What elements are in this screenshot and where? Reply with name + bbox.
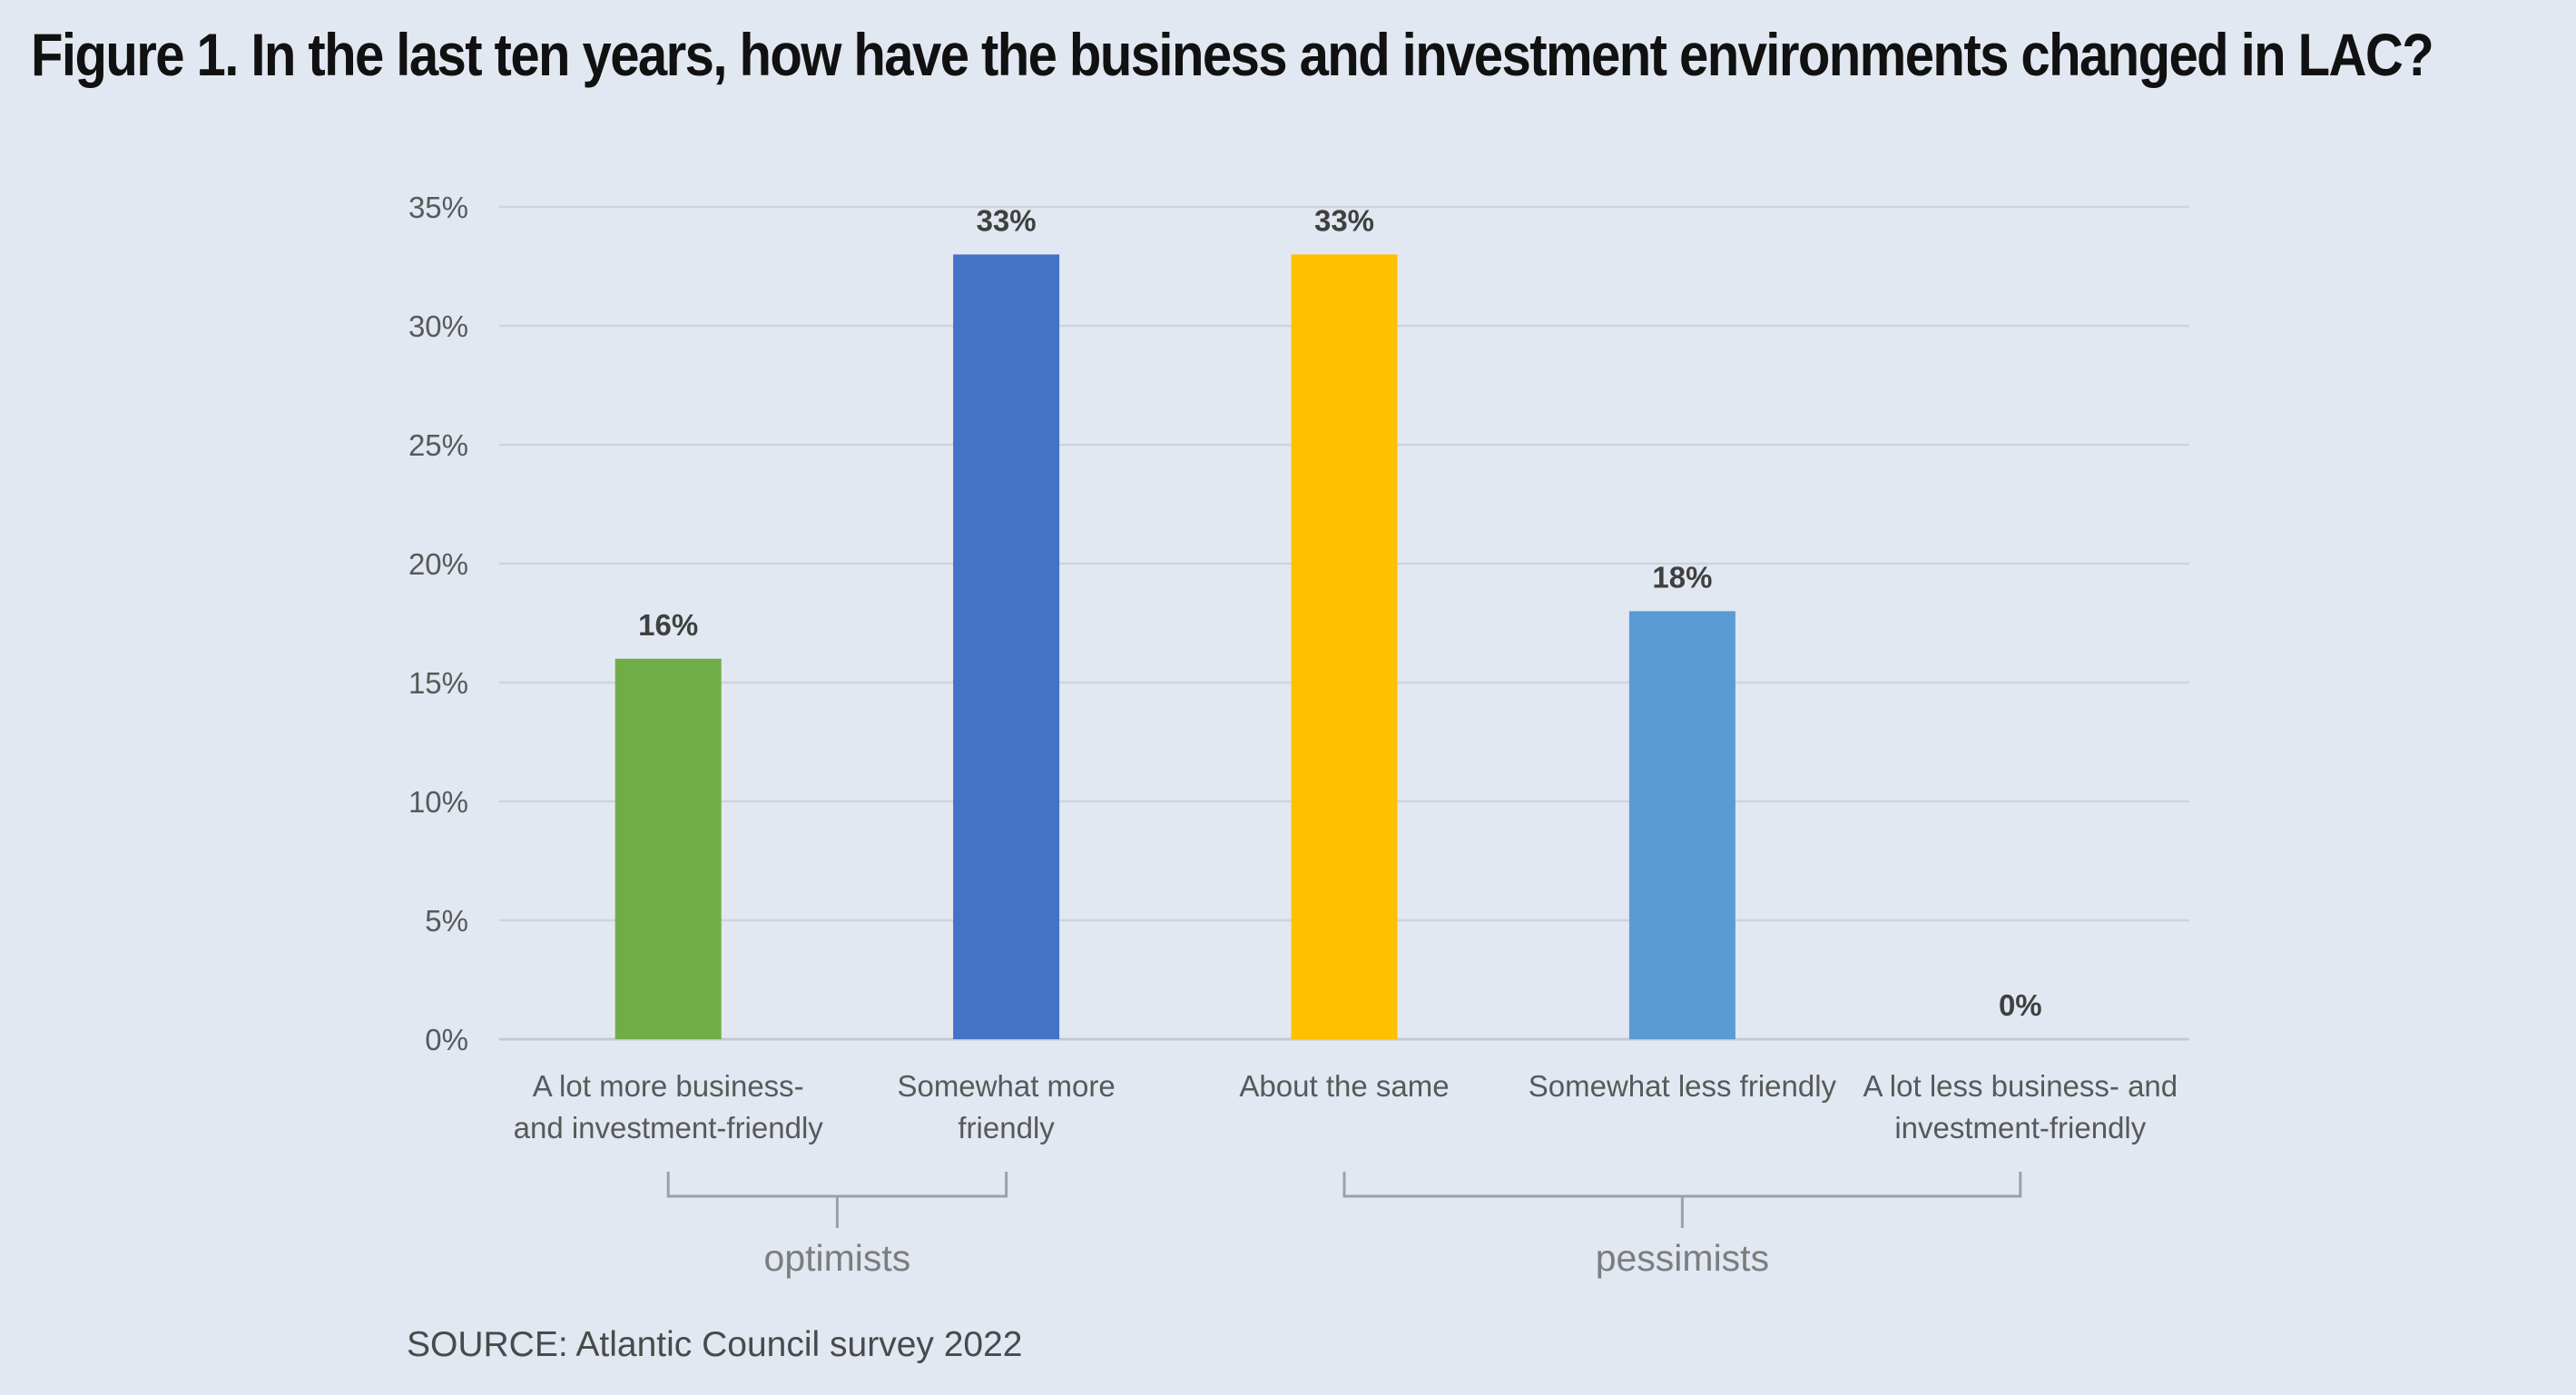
- x-tick-label: Somewhat less friendly: [1529, 1069, 1837, 1103]
- data-label: 33%: [977, 203, 1037, 237]
- bar: [953, 254, 1060, 1039]
- x-tick-label: About the same: [1239, 1069, 1449, 1103]
- data-label: 0%: [1999, 988, 2042, 1022]
- group-bracket: [666, 1172, 1008, 1228]
- x-tick-label: Somewhat more: [897, 1069, 1115, 1103]
- data-label: 18%: [1652, 560, 1712, 594]
- y-tick-label: 20%: [408, 547, 468, 581]
- group-label: pessimists: [1596, 1237, 1769, 1279]
- group-bracket: [1342, 1172, 2022, 1228]
- y-tick-label: 0%: [425, 1023, 468, 1056]
- y-tick-label: 10%: [408, 785, 468, 819]
- data-label: 33%: [1314, 203, 1374, 237]
- figure-title: Figure 1. In the last ten years, how hav…: [31, 21, 2434, 88]
- x-tick-label: and investment-friendly: [514, 1111, 824, 1144]
- group-label: optimists: [764, 1237, 911, 1279]
- bar: [1291, 254, 1398, 1039]
- y-tick-label: 35%: [408, 191, 468, 224]
- x-tick-label: A lot less business- and: [1863, 1069, 2178, 1103]
- bar: [615, 658, 722, 1039]
- x-tick-label: friendly: [958, 1111, 1055, 1144]
- x-tick-label: A lot more business-: [533, 1069, 804, 1103]
- y-tick-label: 25%: [408, 428, 468, 462]
- x-tick-label: investment-friendly: [1894, 1111, 2146, 1144]
- y-tick-label: 5%: [425, 904, 468, 938]
- y-tick-label: 15%: [408, 666, 468, 700]
- y-tick-label: 30%: [408, 309, 468, 343]
- bar: [1628, 611, 1735, 1039]
- source-prefix: SOURCE:: [407, 1325, 568, 1364]
- source-text: Atlantic Council survey 2022: [567, 1325, 1023, 1364]
- data-label: 16%: [638, 608, 698, 642]
- source-note: SOURCE: Atlantic Council survey 2022: [407, 1325, 1022, 1365]
